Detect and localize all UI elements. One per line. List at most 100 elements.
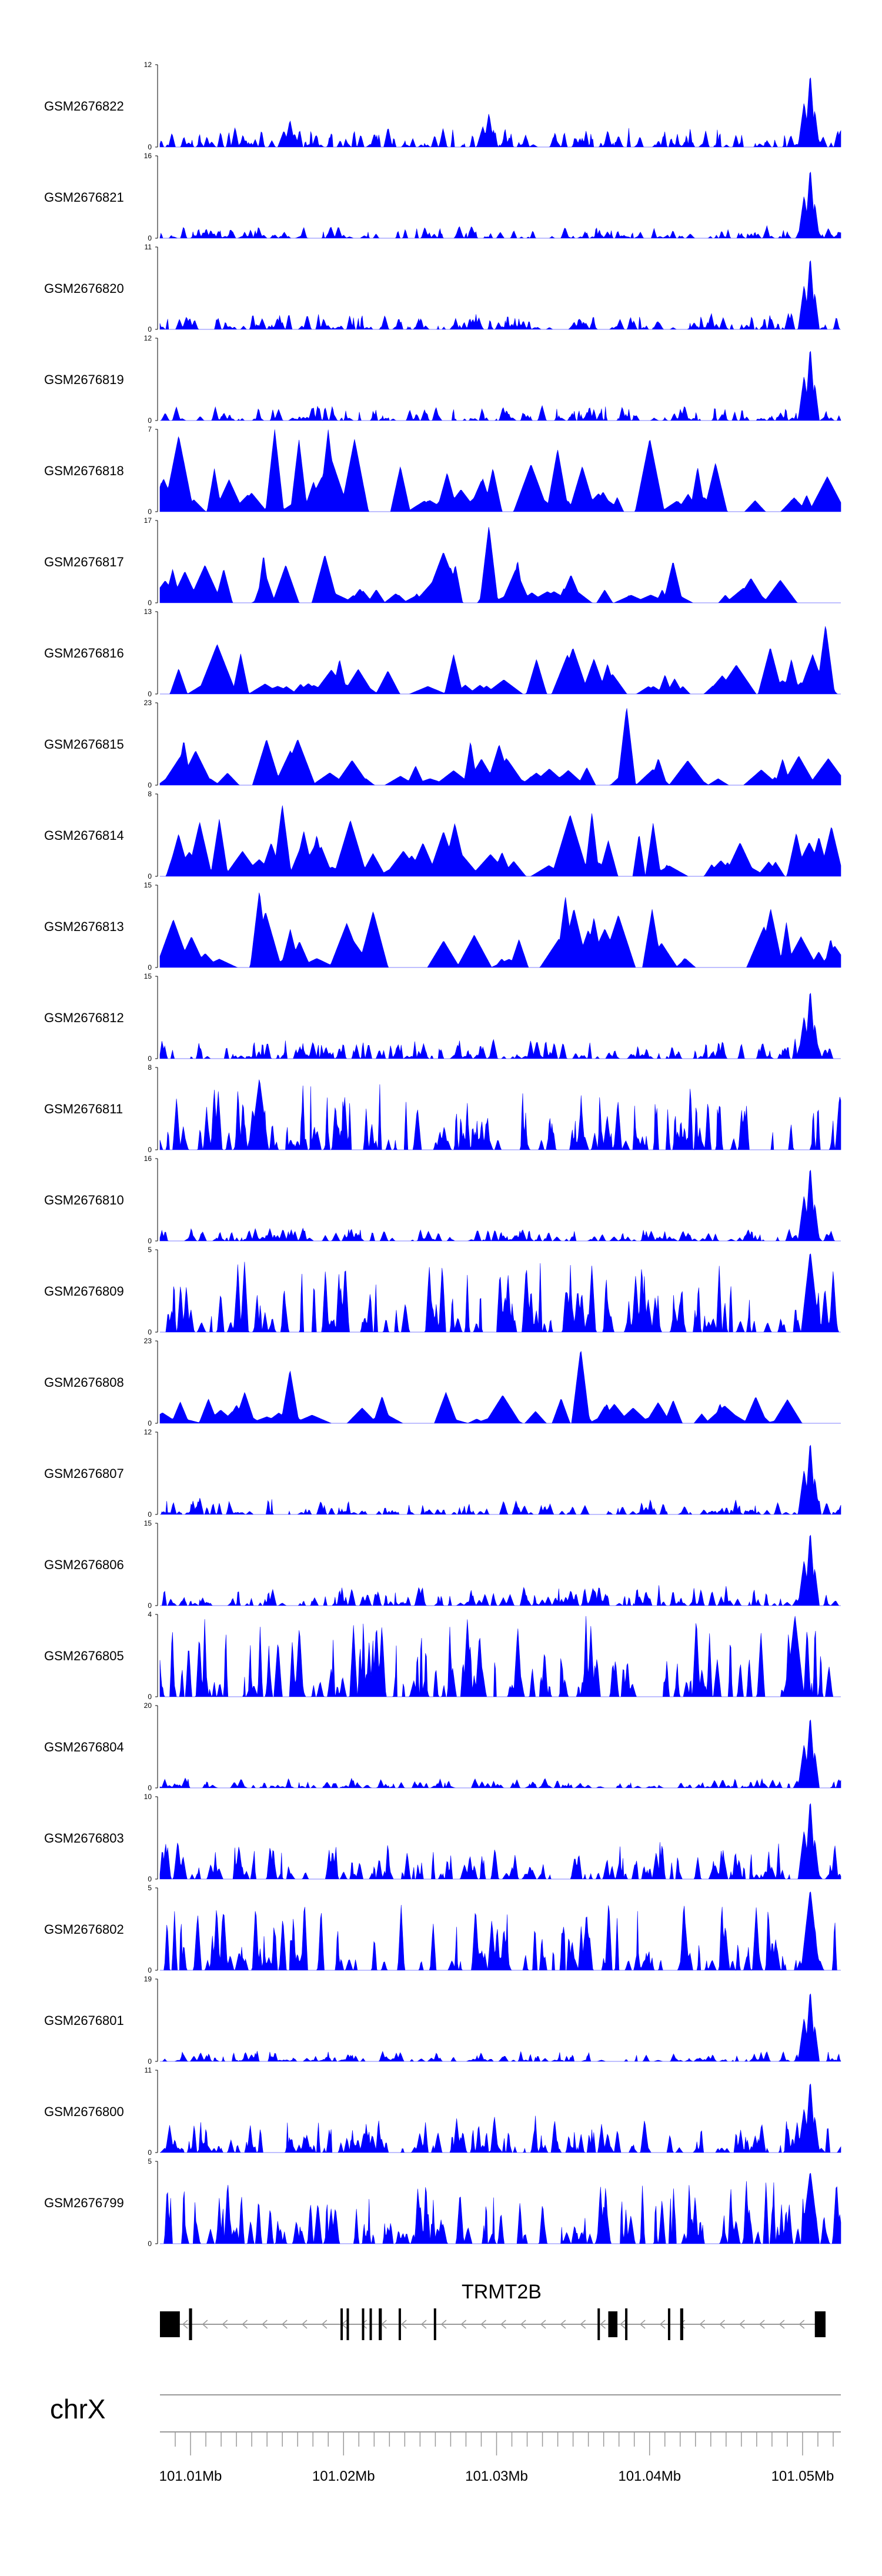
y-max-label: 5 [148, 1246, 152, 1254]
track-label: GSM2676805 [44, 1649, 124, 1663]
y-max-label: 7 [148, 425, 152, 433]
y-max-label: 12 [144, 1428, 152, 1436]
track-label: GSM2676801 [44, 2013, 124, 2028]
track-GSM2676820: GSM2676820 11 0 [44, 243, 841, 333]
track-GSM2676803: GSM2676803 10 0 [44, 1793, 841, 1883]
coverage-area [159, 708, 841, 786]
y-min-label: 0 [148, 1510, 152, 1519]
strand-arrow-icon [659, 2320, 666, 2329]
strand-arrow-icon [560, 2320, 566, 2329]
gene-name-label: TRMT2B [462, 2281, 542, 2303]
track-GSM2676810: GSM2676810 16 0 [44, 1154, 841, 1245]
coverage-area [159, 1169, 841, 1242]
strand-arrow-icon [420, 2320, 427, 2329]
track-label: GSM2676820 [44, 281, 124, 296]
y-max-label: 23 [144, 699, 152, 707]
y-min-label: 0 [148, 1875, 152, 1883]
coverage-area [159, 171, 841, 239]
y-min-label: 0 [148, 1237, 152, 1245]
track-GSM2676809: GSM2676809 5 0 [44, 1246, 841, 1336]
strand-arrow-icon [779, 2320, 785, 2329]
y-max-label: 5 [148, 1884, 152, 1892]
y-min-label: 0 [148, 1601, 152, 1610]
coverage-area [159, 1719, 841, 1788]
gene-exon [597, 2308, 600, 2340]
track-label: GSM2676811 [44, 1102, 123, 1116]
y-min-label: 0 [148, 143, 152, 151]
y-min-label: 0 [148, 1146, 152, 1154]
strand-arrow-icon [182, 2320, 188, 2329]
y-min-label: 0 [148, 1966, 152, 1974]
track-GSM2676802: GSM2676802 5 0 [44, 1884, 841, 1974]
coverage-area [160, 351, 841, 421]
coverage-tracks: GSM2676822120GSM2676821160GSM2676820110G… [44, 61, 841, 2248]
coverage-area [159, 1079, 841, 1151]
strand-arrow-icon [620, 2320, 626, 2329]
strand-arrow-icon [301, 2320, 308, 2329]
y-min-label: 0 [148, 963, 152, 972]
strand-arrow-icon [202, 2320, 208, 2329]
track-GSM2676805: GSM2676805 4 0 [44, 1610, 841, 1701]
gene-exon [160, 2311, 180, 2337]
strand-arrow-icon [500, 2320, 506, 2329]
strand-arrow-icon [799, 2320, 805, 2329]
y-min-label: 0 [148, 2057, 152, 2066]
x-tick-label: 101.04Mb [618, 2468, 681, 2484]
y-max-label: 8 [148, 1063, 152, 1072]
gene-exon [398, 2308, 401, 2340]
gene-exon [625, 2308, 628, 2340]
track-label: GSM2676816 [44, 646, 124, 660]
y-min-label: 0 [148, 2240, 152, 2248]
gene-exon [667, 2308, 670, 2340]
y-max-label: 15 [144, 1519, 152, 1527]
track-label: GSM2676821 [44, 190, 124, 205]
strand-arrow-icon [600, 2320, 606, 2329]
strand-arrow-icon [679, 2320, 686, 2329]
y-max-label: 15 [144, 972, 152, 980]
track-GSM2676821: GSM2676821 16 0 [44, 152, 841, 242]
gene-exon [379, 2308, 382, 2340]
x-tick-label: 101.05Mb [771, 2468, 834, 2484]
track-GSM2676814: GSM2676814 8 0 [44, 790, 841, 880]
coverage-area [159, 429, 841, 512]
track-GSM2676804: GSM2676804 20 0 [44, 1701, 841, 1792]
track-GSM2676819: GSM2676819 12 0 [44, 334, 841, 425]
strand-arrow-icon [381, 2320, 387, 2329]
coverage-area [160, 626, 841, 695]
track-label: GSM2676814 [44, 828, 124, 843]
track-label: GSM2676807 [44, 1466, 124, 1481]
gene-exon [340, 2308, 343, 2340]
strand-arrow-icon [699, 2320, 706, 2329]
x-tick-label: 101.03Mb [465, 2468, 528, 2484]
y-min-label: 0 [148, 416, 152, 425]
gene-exon [608, 2311, 618, 2337]
coverage-area [160, 1534, 841, 1606]
track-GSM2676807: GSM2676807 12 0 [44, 1428, 841, 1519]
strand-arrow-icon [580, 2320, 586, 2329]
y-min-label: 0 [148, 1419, 152, 1427]
y-max-label: 11 [145, 2066, 152, 2074]
track-label: GSM2676812 [44, 1010, 124, 1025]
track-label: GSM2676800 [44, 2104, 124, 2119]
y-min-label: 0 [148, 1055, 152, 1063]
track-label: GSM2676818 [44, 463, 124, 478]
y-min-label: 0 [148, 1693, 152, 1701]
y-max-label: 16 [144, 1154, 152, 1163]
track-GSM2676800: GSM2676800 11 0 [44, 2066, 841, 2157]
track-label: GSM2676819 [44, 372, 124, 387]
track-GSM2676816: GSM2676816 13 0 [44, 608, 841, 698]
strand-arrow-icon [401, 2320, 407, 2329]
track-GSM2676811: GSM2676811 8 0 [44, 1063, 841, 1154]
track-label: GSM2676803 [44, 1831, 124, 1846]
gene-exon [369, 2308, 372, 2340]
gene-exon [814, 2311, 826, 2337]
strand-arrow-icon [520, 2320, 526, 2329]
y-max-label: 13 [144, 608, 152, 616]
y-max-label: 19 [144, 1975, 152, 1983]
coverage-area [160, 805, 841, 877]
strand-arrow-icon [282, 2320, 288, 2329]
coverage-area [160, 1993, 841, 2062]
coverage-area [159, 527, 841, 603]
track-label: GSM2676815 [44, 737, 124, 752]
